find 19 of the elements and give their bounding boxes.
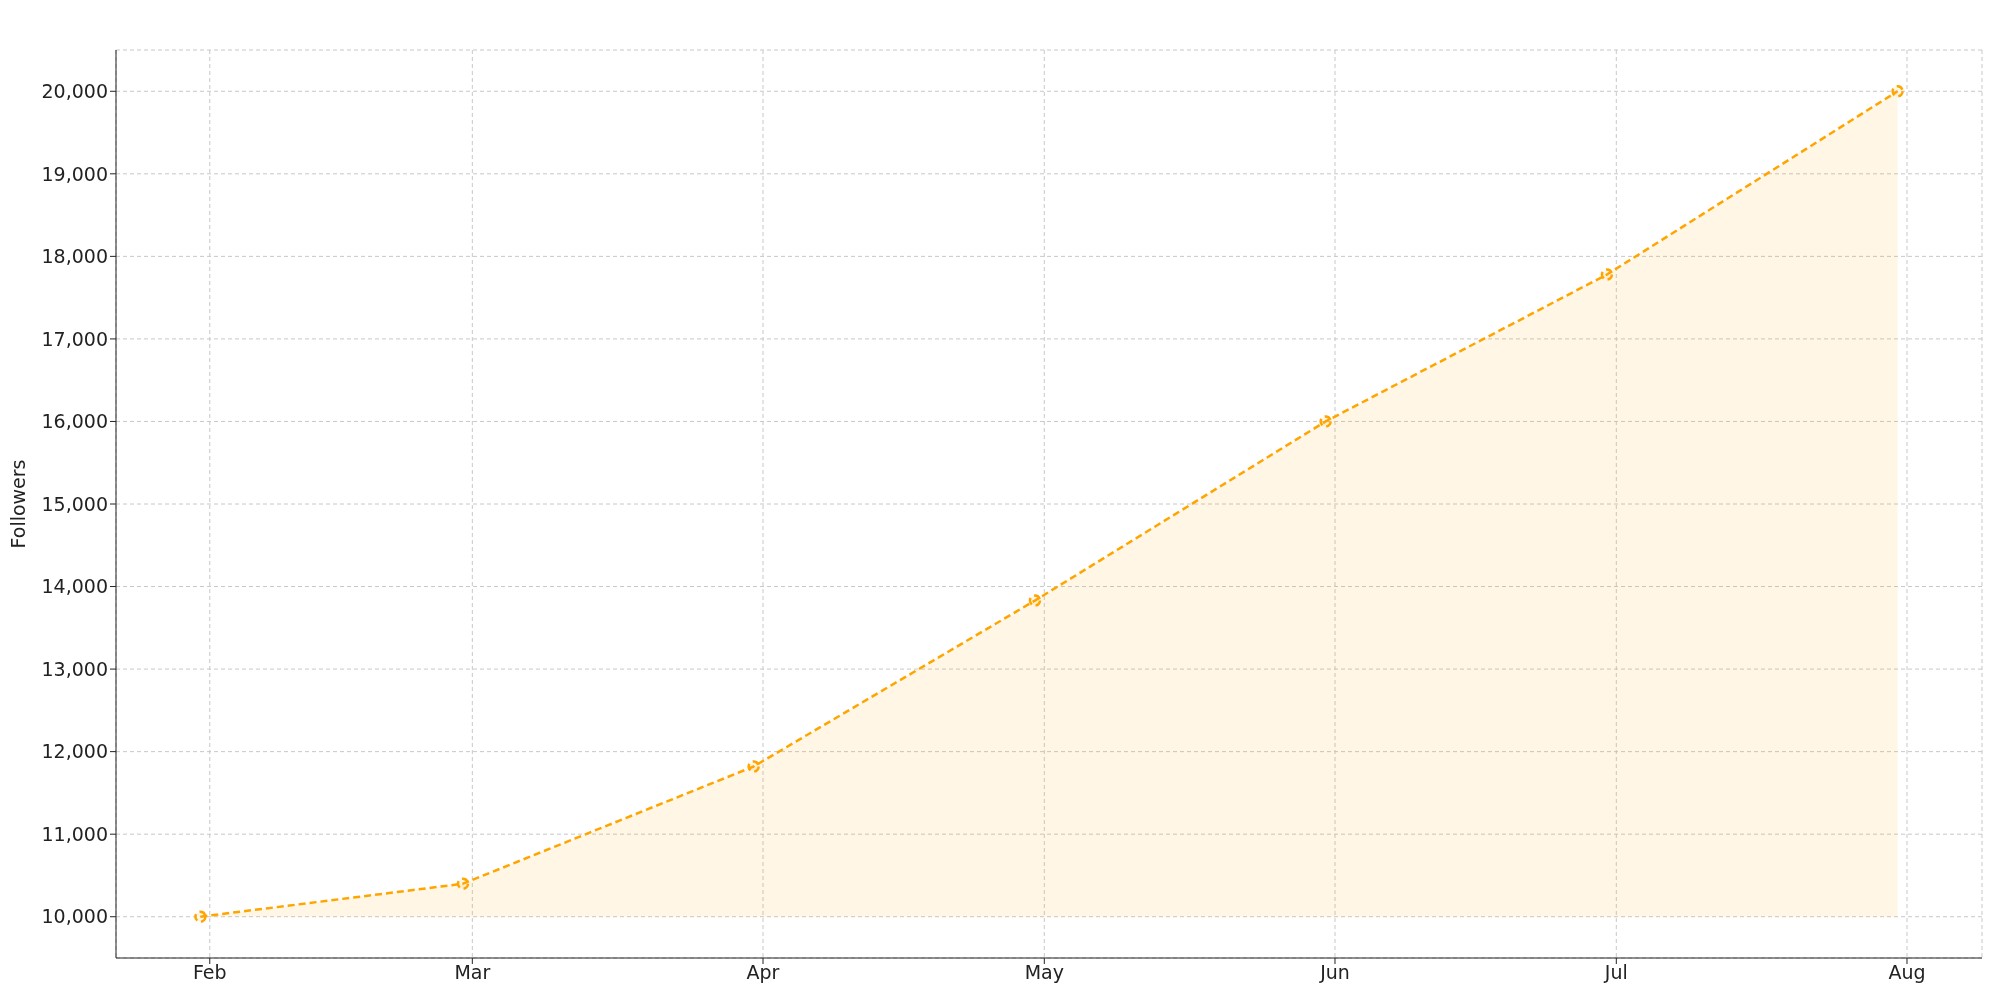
x-tick-label: Feb [192,961,227,984]
y-tick-label: 16,000 [41,410,108,433]
y-tick-label: 15,000 [41,492,108,515]
y-tick-label: 13,000 [41,657,108,680]
y-tick-label: 10,000 [41,905,108,928]
y-tick-label: 11,000 [41,822,108,845]
x-tick-label: May [1024,961,1064,984]
y-tick-label: 12,000 [41,740,108,763]
x-tick-label: Jun [1319,961,1350,984]
y-tick-label: 18,000 [41,245,108,268]
x-tick-label: Aug [1888,961,1926,984]
y-axis-title: Followers [6,459,29,549]
y-tick-label: 20,000 [41,80,108,103]
x-tick-label: Apr [746,961,780,984]
y-tick-label: 14,000 [41,575,108,598]
x-tick-label: Mar [454,961,491,984]
y-tick-label: 17,000 [41,327,108,350]
y-tick-label: 19,000 [41,162,108,185]
x-tick-label: Jul [1603,961,1628,984]
